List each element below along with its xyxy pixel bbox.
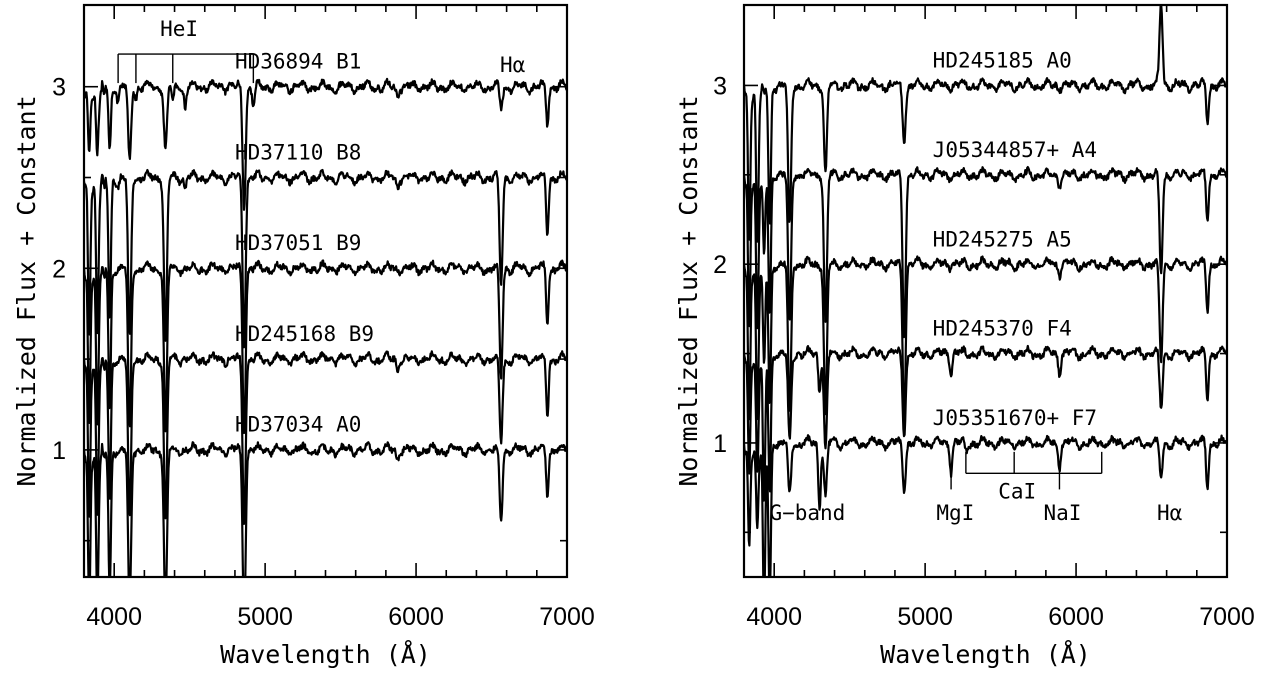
spectra xyxy=(744,5,1227,577)
spectrum-line xyxy=(744,434,1227,577)
y-tick-label: 1 xyxy=(713,430,727,458)
spectrum-label: HD245168 B9 xyxy=(235,322,374,346)
y-tick-label: 1 xyxy=(52,437,66,465)
spectrum-label: HD245370 F4 xyxy=(933,317,1072,341)
line-annotation: Hα xyxy=(1157,501,1183,525)
spectrum-label: HD37034 A0 xyxy=(235,413,361,437)
spectrum-label: HD245275 A5 xyxy=(933,227,1072,251)
spectrum-label: J05344857+ A4 xyxy=(933,138,1097,162)
plot-frame xyxy=(742,3,1229,579)
x-tick-label: 7000 xyxy=(539,603,595,631)
line-annotation: MgI xyxy=(936,501,974,525)
line-annotation: G−band xyxy=(769,501,845,525)
spectrum-line xyxy=(84,77,567,211)
right-panel: 4000 5000 6000 7000 1 2 3 Wavelength (Å) Normali… xyxy=(674,3,1255,669)
x-tick-label: 6000 xyxy=(388,603,444,631)
y-tick-label: 2 xyxy=(713,251,727,279)
spectrum-line xyxy=(744,5,1227,243)
x-tick-label: 4000 xyxy=(86,603,142,631)
spectrum-label: HD37051 B9 xyxy=(235,231,361,255)
y-tick-label: 3 xyxy=(713,72,727,100)
x-tick-label: 5000 xyxy=(237,603,293,631)
spectrum-line xyxy=(84,350,567,526)
line-annotation: HeI xyxy=(160,17,198,41)
line-annotation: CaI xyxy=(998,479,1036,503)
y-axis-label: Normalized Flux + Constant xyxy=(674,95,703,486)
spectrum-label: J05351670+ F7 xyxy=(933,406,1097,430)
x-tick-label: 4000 xyxy=(746,603,802,631)
plot-frame xyxy=(82,3,569,579)
y-tick-label: 2 xyxy=(52,255,66,283)
line-annotation: Hα xyxy=(500,53,526,77)
spectra xyxy=(84,77,567,577)
x-tick-label: 6000 xyxy=(1048,603,1104,631)
x-tick-label: 7000 xyxy=(1199,603,1255,631)
spectrum-label: HD245185 A0 xyxy=(933,49,1072,73)
line-annotation: NaI xyxy=(1044,501,1082,525)
x-axis-label: Wavelength (Å) xyxy=(220,640,431,669)
left-panel: 4000 5000 6000 7000 1 2 3 Wavelength (Å) Normali… xyxy=(12,3,595,669)
spectrum-line xyxy=(84,441,567,577)
spectrum-line xyxy=(744,255,1227,422)
x-axis-label: Wavelength (Å) xyxy=(880,640,1091,669)
spectrum-line xyxy=(744,344,1227,502)
spectrum-line xyxy=(84,168,567,349)
y-axis-label: Normalized Flux + Constant xyxy=(12,95,41,486)
spectrum-label: HD37110 B8 xyxy=(235,140,361,164)
x-tick-label: 5000 xyxy=(897,603,953,631)
spectrum-line xyxy=(744,166,1227,339)
spectrum-line xyxy=(84,259,567,435)
y-tick-label: 3 xyxy=(52,74,66,102)
spectrum-label: HD36894 B1 xyxy=(235,50,361,74)
